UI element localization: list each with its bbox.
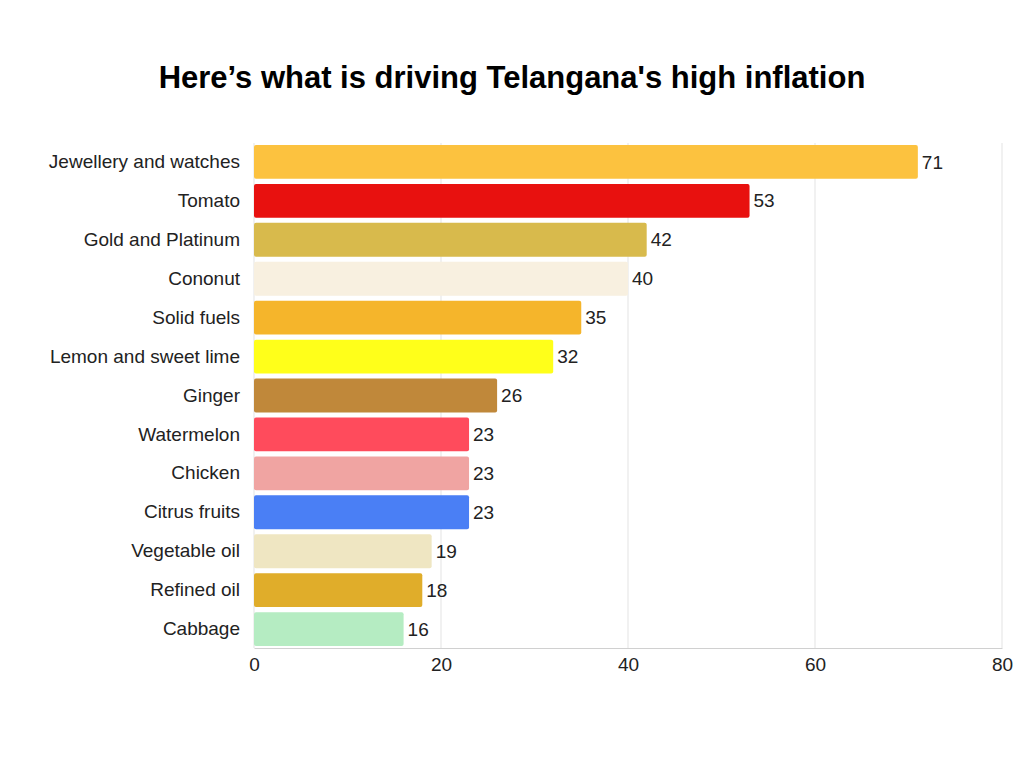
y-tick: Solid fuels: [152, 307, 240, 328]
y-tick-label: Ginger: [183, 385, 241, 406]
bar: [254, 184, 750, 218]
chart: Here’s what is driving Telangana's high …: [0, 0, 1024, 768]
y-tick: Chicken: [171, 462, 240, 483]
y-tick-label: Solid fuels: [152, 307, 240, 328]
y-tick: Jewellery and watches: [49, 151, 240, 172]
data-label: 26: [501, 385, 522, 406]
y-tick-label: Chicken: [171, 462, 240, 483]
x-tick-label: 0: [249, 654, 260, 675]
data-label: 35: [585, 307, 606, 328]
data-label: 42: [651, 229, 672, 250]
data-label: 18: [426, 580, 447, 601]
bar: [254, 340, 553, 374]
x-tick-label: 80: [992, 654, 1013, 675]
grid-line: [1002, 143, 1003, 648]
y-tick: Cabbage: [163, 618, 240, 639]
y-tick: Citrus fruits: [144, 501, 240, 522]
bar: [254, 534, 432, 568]
y-tick-label: Refined oil: [150, 579, 240, 600]
data-labels: 71 53 42 40 35 32 26 23 23 23 19 18 16: [408, 152, 943, 640]
x-tick-label: 20: [431, 654, 452, 675]
data-label: 71: [922, 152, 943, 173]
grid-line: [628, 143, 629, 648]
y-tick: Lemon and sweet lime: [50, 346, 240, 367]
x-axis-line: [255, 648, 1003, 649]
y-tick: Refined oil: [150, 579, 240, 600]
data-label: 40: [632, 268, 653, 289]
y-axis: Jewellery and watches Tomato Gold and Plat…: [49, 151, 241, 639]
x-tick: 60: [805, 648, 826, 675]
bar: [254, 145, 918, 179]
y-tick-label: Jewellery and watches: [49, 151, 240, 172]
y-tick: Tomato: [178, 190, 240, 211]
x-tick: 0: [249, 648, 260, 675]
y-tick: Vegetable oil: [131, 540, 240, 561]
y-tick-label: Gold and Platinum: [84, 229, 240, 250]
grid-line: [815, 143, 816, 648]
y-tick: Gold and Platinum: [84, 229, 240, 250]
y-tick-label: Cabbage: [163, 618, 240, 639]
bar: [254, 223, 647, 257]
y-tick-label: Lemon and sweet lime: [50, 346, 240, 367]
y-tick-label: Tomato: [178, 190, 240, 211]
bar: [254, 301, 581, 335]
x-tick-label: 60: [805, 654, 826, 675]
x-tick: 40: [618, 648, 639, 675]
y-tick-label: Watermelon: [138, 424, 240, 445]
data-label: 23: [473, 502, 494, 523]
data-label: 19: [436, 541, 457, 562]
x-axis: 0 20 40 60 80: [249, 648, 1013, 675]
y-tick-label: Vegetable oil: [131, 540, 240, 561]
x-tick: 80: [992, 648, 1013, 675]
title: Here’s what is driving Telangana's high …: [159, 60, 866, 95]
bar: [254, 456, 469, 490]
y-tick-label: Cononut: [168, 268, 241, 289]
bars: [254, 145, 918, 646]
bar: [254, 379, 497, 413]
data-label: 32: [557, 346, 578, 367]
x-tick-label: 40: [618, 654, 639, 675]
data-label: 16: [408, 619, 429, 640]
bar: [254, 495, 469, 529]
data-label: 23: [473, 463, 494, 484]
y-tick: Watermelon: [138, 424, 240, 445]
bar: [254, 417, 469, 451]
y-tick: Cononut: [168, 268, 241, 289]
y-tick-label: Citrus fruits: [144, 501, 240, 522]
bar: [254, 612, 404, 646]
x-tick: 20: [431, 648, 452, 675]
bar: [254, 262, 628, 296]
bar: [254, 573, 422, 607]
grid: [254, 143, 1002, 648]
data-label: 23: [473, 424, 494, 445]
y-tick: Ginger: [183, 385, 241, 406]
data-label: 53: [754, 190, 775, 211]
